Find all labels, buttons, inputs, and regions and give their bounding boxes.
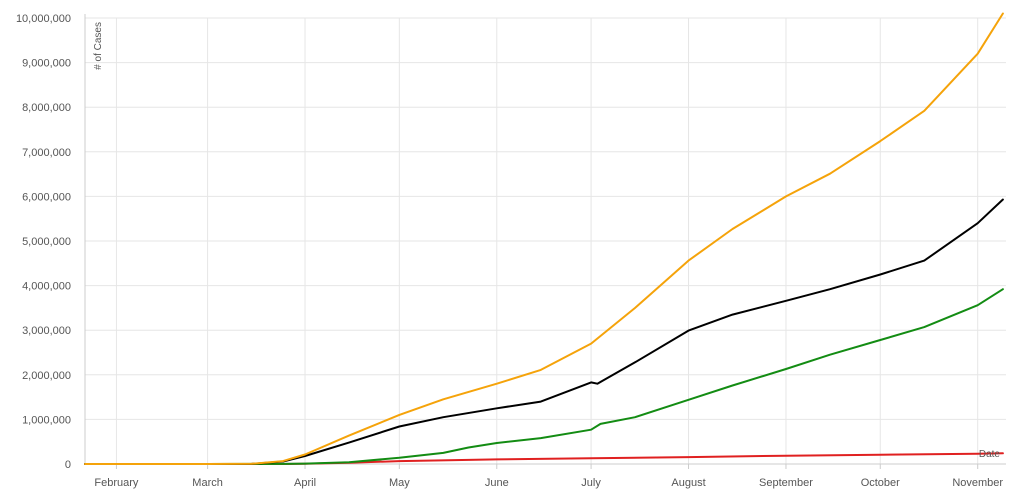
y-tick-label: 5,000,000 — [22, 236, 71, 248]
x-tick-label: February — [94, 477, 139, 489]
y-tick-label: 3,000,000 — [22, 325, 71, 337]
y-tick-label: 0 — [65, 459, 71, 471]
y-tick-label: 8,000,000 — [22, 102, 71, 114]
x-axis-title: Date — [979, 449, 1001, 460]
series-line-1 — [84, 198, 1004, 465]
grid-layer — [85, 17, 1006, 465]
x-tick-label: August — [671, 477, 705, 489]
x-tick-label: June — [485, 477, 509, 489]
x-tick-label: April — [294, 477, 316, 489]
series-line-0 — [84, 12, 1004, 465]
y-tick-label: 6,000,000 — [22, 191, 71, 203]
x-tick-label: July — [581, 477, 601, 489]
y-tick-label: 10,000,000 — [16, 13, 71, 25]
y-tick-label: 7,000,000 — [22, 147, 71, 159]
x-tick-label: November — [952, 477, 1003, 489]
x-tick-label: October — [861, 477, 900, 489]
series-line-2 — [84, 288, 1004, 465]
y-axis-title: # of Cases — [93, 22, 104, 70]
axis-layer: 0 1,000,000 2,000,000 3,000,000 4,000,000 5,0… — [16, 13, 1006, 489]
y-tick-label: 1,000,000 — [22, 414, 71, 426]
x-tick-label: May — [389, 477, 410, 489]
y-tick-label: 4,000,000 — [22, 281, 71, 293]
y-tick-label: 2,000,000 — [22, 370, 71, 382]
y-tick-label: 9,000,000 — [22, 58, 71, 70]
series-layer — [84, 12, 1004, 465]
x-tick-label: March — [192, 477, 223, 489]
series-line-3 — [84, 452, 1004, 465]
x-tick-label: September — [759, 477, 813, 489]
